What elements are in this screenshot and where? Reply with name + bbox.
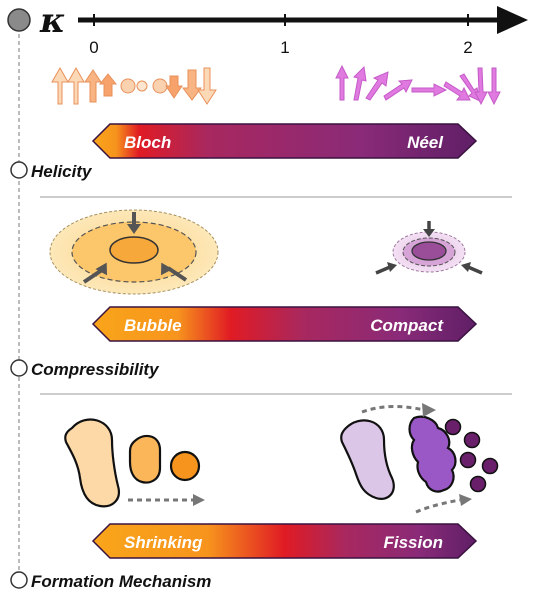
dotted-arrow-icon bbox=[422, 403, 436, 417]
axis-symbol: κ bbox=[39, 1, 65, 41]
shrinking-domains-icon bbox=[64, 418, 205, 508]
hollow-circle-icon bbox=[10, 571, 28, 589]
dotted-arrow-icon bbox=[193, 494, 205, 506]
section-label-formation: Formation Mechanism bbox=[31, 572, 211, 591]
tick-label-2: 2 bbox=[463, 38, 472, 57]
hollow-circle-icon bbox=[10, 359, 28, 377]
gray-circle-icon bbox=[7, 8, 31, 32]
bloch-spins-icon bbox=[51, 66, 217, 105]
compressibility-right-label: Compact bbox=[370, 316, 444, 335]
helicity-right-label: Néel bbox=[407, 133, 444, 152]
neel-spins-icon bbox=[335, 64, 501, 106]
formation-left-label: Shrinking bbox=[124, 533, 203, 552]
dotted-arrow-icon bbox=[459, 494, 472, 506]
tick-label-1: 1 bbox=[280, 38, 289, 57]
compact-skyrmion-icon bbox=[375, 221, 483, 275]
helicity-gradient-bar bbox=[91, 123, 478, 159]
compressibility-gradient-bar bbox=[91, 306, 478, 342]
tick-label-0: 0 bbox=[89, 38, 98, 57]
bubble-skyrmion-icon bbox=[49, 209, 219, 295]
section-label-compressibility: Compressibility bbox=[31, 360, 160, 379]
fission-domains-icon bbox=[340, 403, 499, 514]
arrow-right-icon bbox=[497, 6, 528, 34]
section-label-helicity: Helicity bbox=[31, 162, 93, 181]
formation-right-label: Fission bbox=[383, 533, 443, 552]
helicity-left-label: Bloch bbox=[124, 133, 171, 152]
compressibility-left-label: Bubble bbox=[124, 316, 182, 335]
hollow-circle-icon bbox=[10, 161, 28, 179]
formation-gradient-bar bbox=[91, 523, 478, 559]
